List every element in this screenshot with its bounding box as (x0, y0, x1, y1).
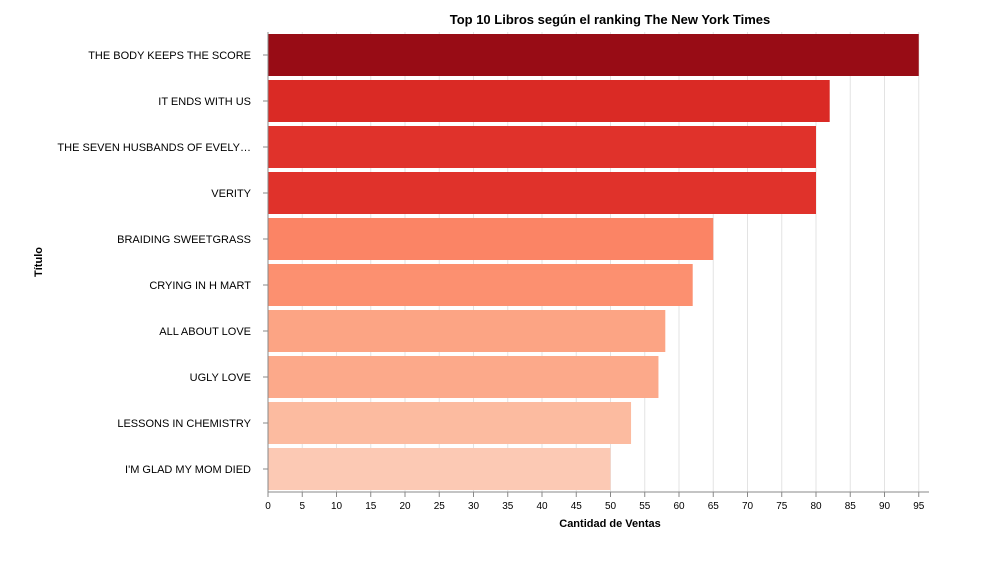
category-label: CRYING IN H MART (149, 280, 251, 292)
category-label: ALL ABOUT LOVE (159, 326, 251, 338)
x-tick-label: 25 (434, 501, 446, 512)
x-tick-label: 50 (605, 501, 617, 512)
bar[interactable] (268, 448, 611, 490)
y-axis-title: Título (33, 247, 45, 277)
x-tick-label: 30 (468, 501, 480, 512)
x-tick-label: 45 (571, 501, 583, 512)
category-label: BRAIDING SWEETGRASS (117, 234, 251, 246)
category-label: THE BODY KEEPS THE SCORE (88, 50, 251, 62)
x-tick-label: 75 (776, 501, 788, 512)
category-label: IT ENDS WITH US (158, 96, 251, 108)
x-axis: 0 5 10 15 20 25 30 35 40 45 50 55 60 65 70 75 80 85 90 95 (265, 491, 929, 512)
bar[interactable] (268, 80, 830, 122)
bar[interactable] (268, 126, 816, 168)
y-axis: THE BODY KEEPS THE SCORE IT ENDS WITH US T… (57, 32, 269, 492)
category-label: LESSONS IN CHEMISTRY (117, 418, 251, 430)
x-tick-label: 70 (742, 501, 754, 512)
x-tick-label: 35 (502, 501, 514, 512)
x-tick-label: 60 (673, 501, 685, 512)
category-label: THE SEVEN HUSBANDS OF EVELY… (57, 142, 251, 154)
category-label: VERITY (211, 188, 251, 200)
x-axis-title: Cantidad de Ventas (559, 518, 660, 530)
x-tick-label: 80 (810, 501, 822, 512)
x-tick-label: 40 (536, 501, 548, 512)
x-tick-label: 55 (639, 501, 651, 512)
bar[interactable] (268, 356, 659, 398)
x-tick-label: 85 (845, 501, 857, 512)
category-label: UGLY LOVE (190, 372, 251, 384)
bar[interactable] (268, 218, 714, 260)
x-tick-label: 90 (879, 501, 891, 512)
x-tick-label: 95 (913, 501, 925, 512)
category-label: I'M GLAD MY MOM DIED (125, 464, 251, 476)
bars (268, 34, 919, 490)
x-tick-label: 10 (331, 501, 343, 512)
x-tick-label: 65 (708, 501, 720, 512)
x-tick-label: 5 (299, 501, 305, 512)
bar[interactable] (268, 34, 919, 76)
bar[interactable] (268, 264, 693, 306)
bar[interactable] (268, 402, 632, 444)
x-tick-label: 15 (365, 501, 377, 512)
bar[interactable] (268, 310, 666, 352)
bar[interactable] (268, 172, 816, 214)
x-tick-label: 0 (265, 501, 271, 512)
x-tick-label: 20 (399, 501, 411, 512)
chart-title: Top 10 Libros según el ranking The New Y… (450, 12, 771, 27)
